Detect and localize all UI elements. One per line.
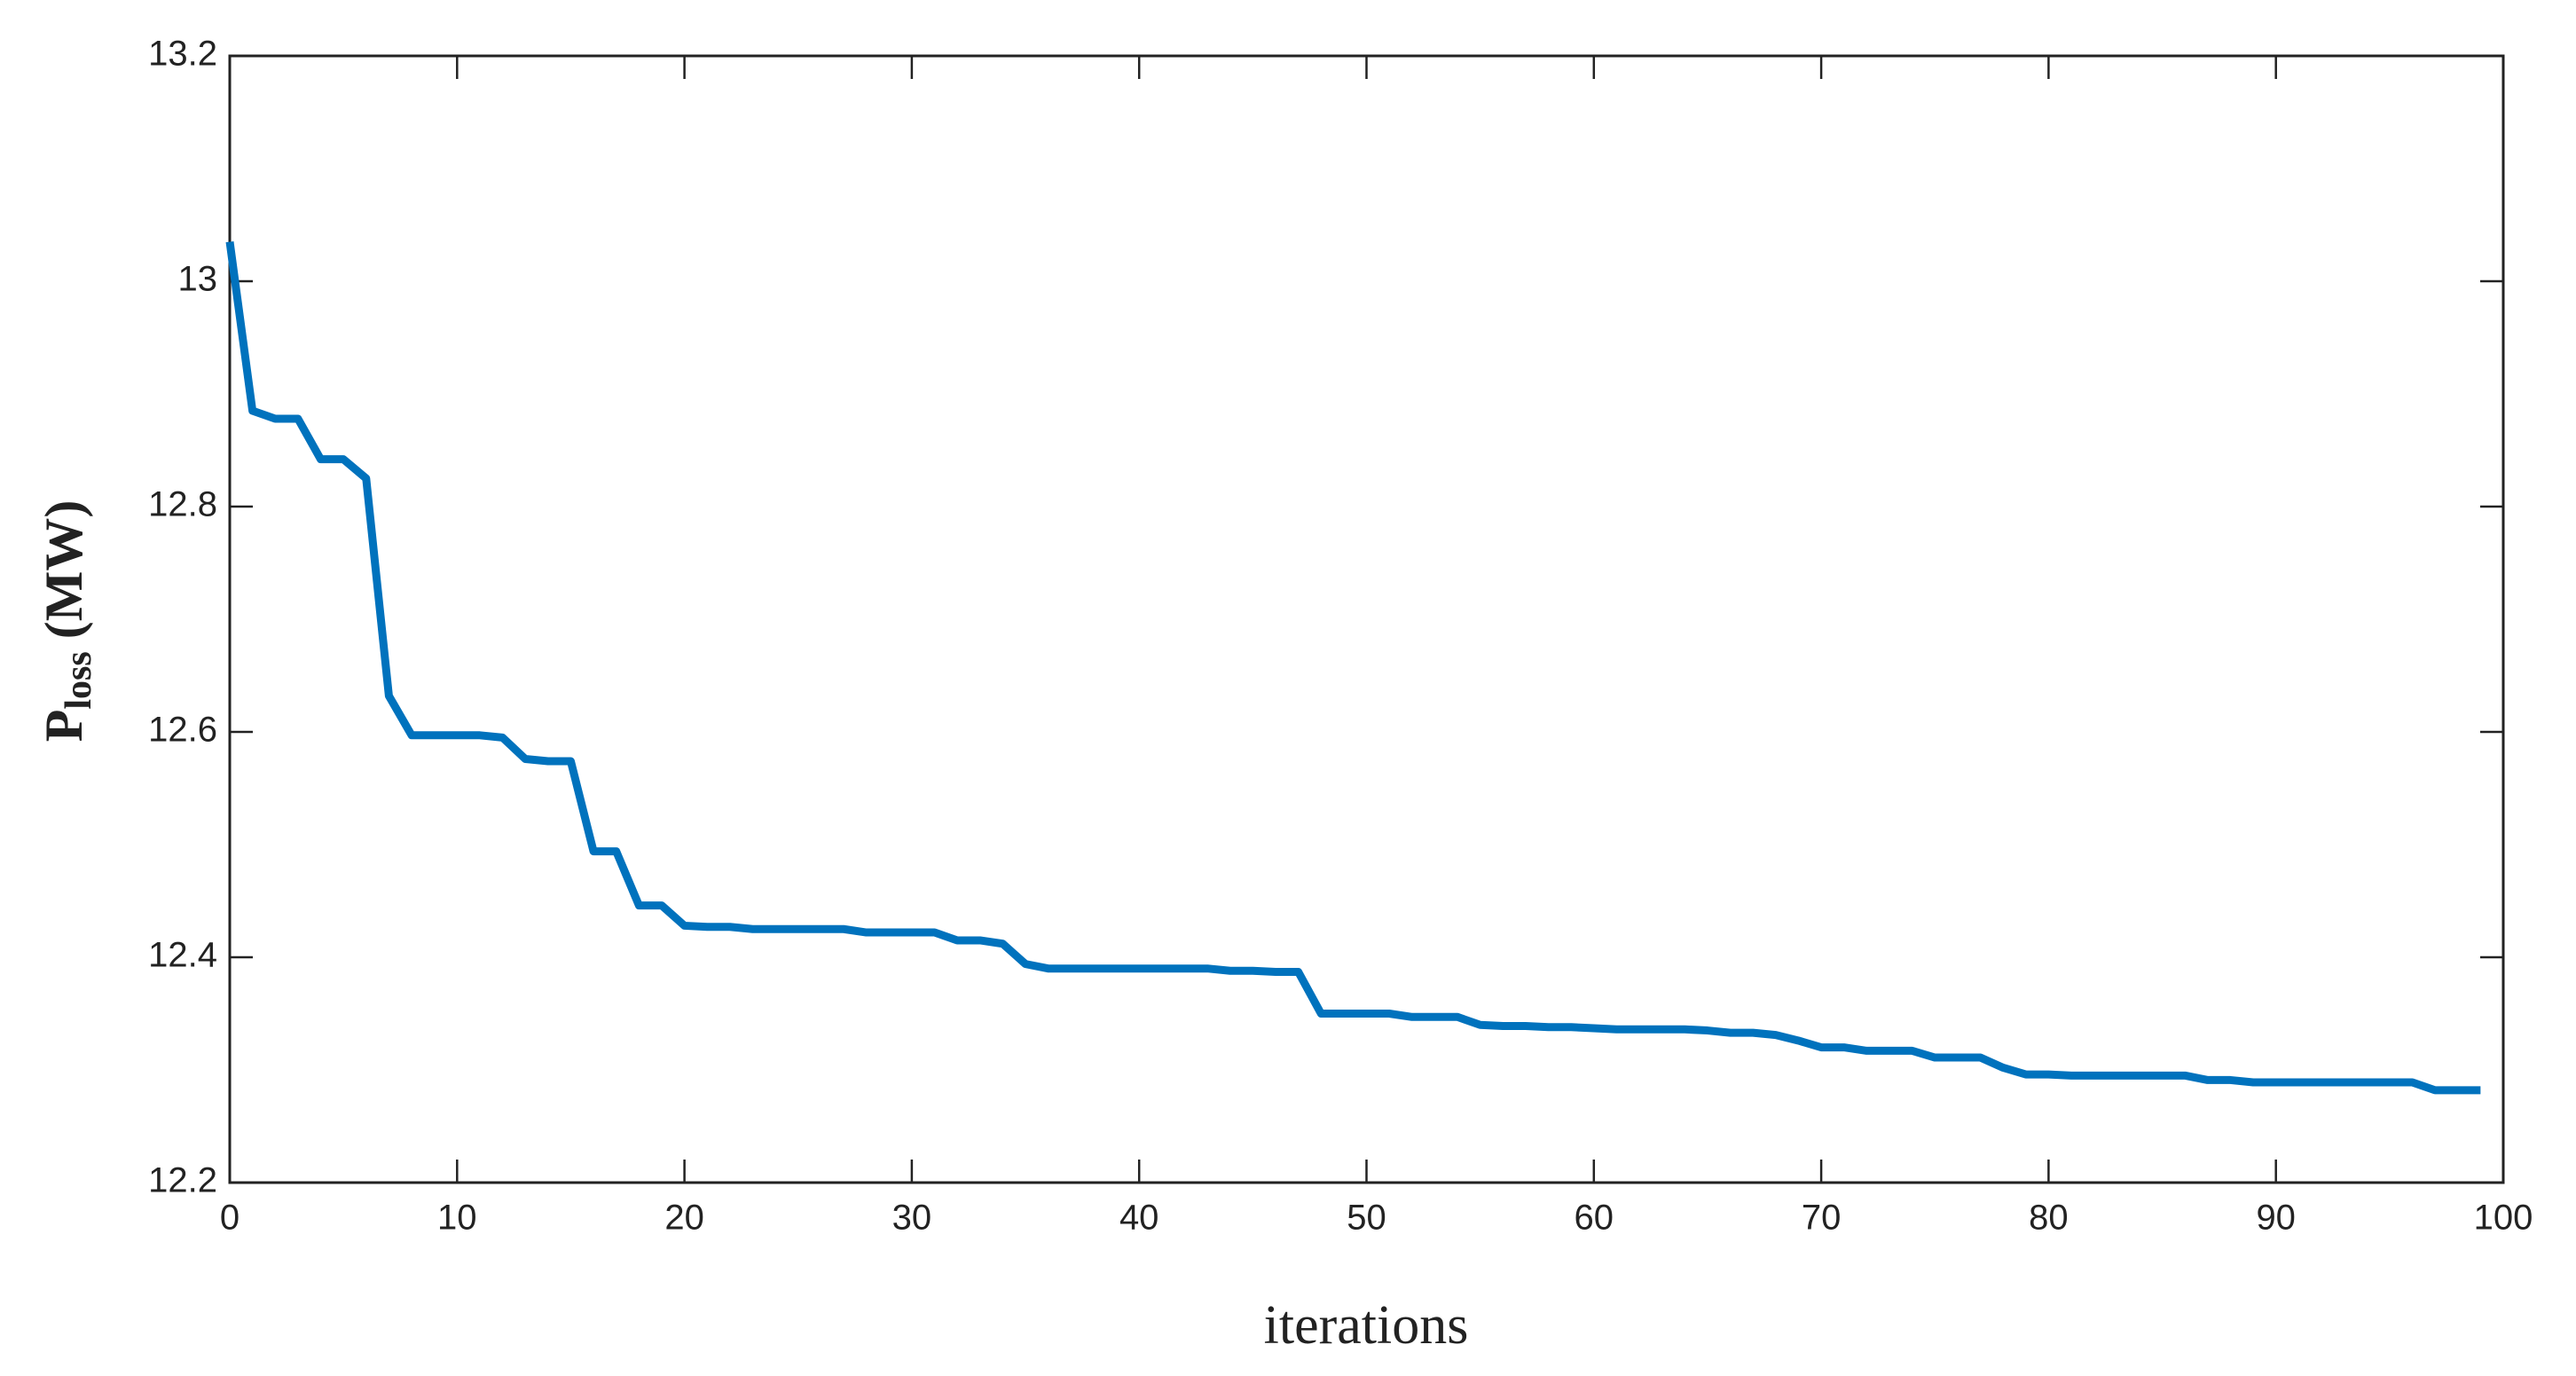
x-tick-label: 10 [437,1199,477,1238]
y-label-main: P [35,710,93,743]
y-tick-label: 12.4 [148,936,217,975]
y-label-unit: (MW) [35,500,93,640]
y-tick-label: 12.8 [148,485,217,524]
data-line [225,240,2481,1095]
y-axis-label: Ploss (MW) [35,500,99,743]
x-tick-label: 40 [1119,1199,1159,1238]
x-tick-label: 30 [892,1199,932,1238]
y-tick-label: 13.2 [148,35,217,74]
y-tick-label: 12.6 [148,711,217,750]
x-tick-label: 60 [1575,1199,1614,1238]
plot-frame [228,54,2505,1184]
x-tick-label: 50 [1347,1199,1386,1238]
y-tick-label: 12.2 [148,1161,217,1200]
x-tick-label: 20 [664,1199,704,1238]
x-tick-label: 80 [2029,1199,2069,1238]
x-tick-label: 70 [1802,1199,1842,1238]
x-tick-label: 100 [2474,1199,2533,1238]
x-tick-label: 0 [220,1199,240,1238]
x-axis-label: iterations [1264,1295,1469,1356]
y-tick-label: 13 [178,260,218,299]
x-tick-label: 90 [2256,1199,2296,1238]
y-label-subscript: loss [59,651,99,709]
